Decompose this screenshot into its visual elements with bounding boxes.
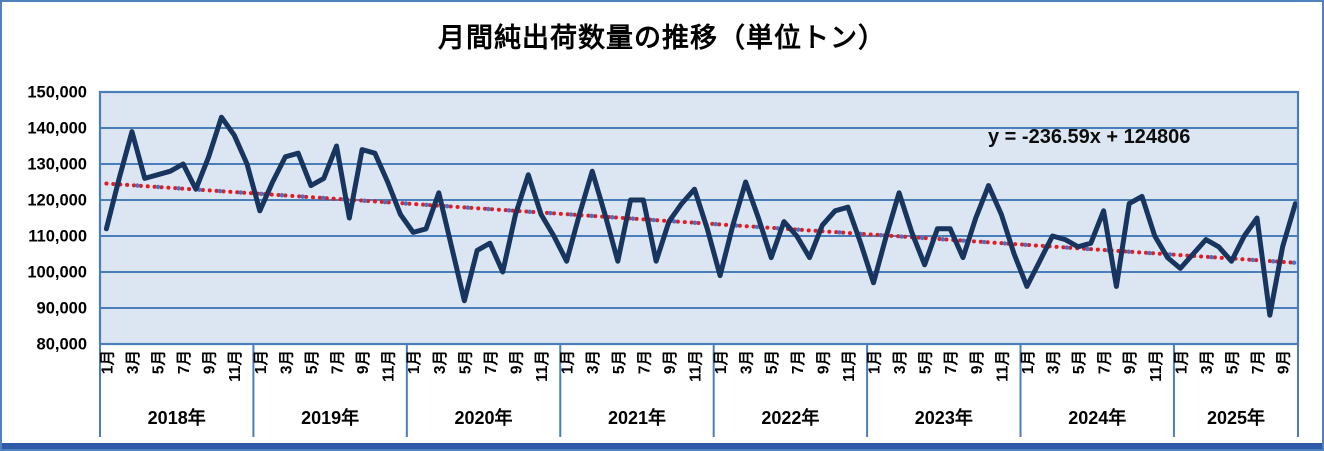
month-tick-label: 7月 bbox=[1249, 350, 1267, 374]
year-label: 2019年 bbox=[301, 407, 359, 428]
month-tick-label: 1月 bbox=[865, 350, 883, 374]
y-axis-tick-label: 120,000 bbox=[27, 192, 87, 210]
month-tick-label: 7月 bbox=[482, 350, 500, 374]
month-tick-label: 3月 bbox=[124, 350, 142, 374]
month-tick-label: 1月 bbox=[98, 350, 116, 374]
y-axis-tick-label: 80,000 bbox=[37, 336, 87, 354]
month-tick-label: 9月 bbox=[814, 350, 832, 374]
month-tick-label: 1月 bbox=[712, 350, 730, 374]
month-tick-label: 9月 bbox=[201, 350, 219, 374]
month-tick-label: 3月 bbox=[431, 350, 449, 374]
trendline-blue-dots bbox=[104, 181, 1298, 265]
trendline-equation: y = -236.59x + 124806 bbox=[988, 126, 1191, 148]
month-tick-label: 11月 bbox=[380, 350, 398, 382]
month-tick-label: 9月 bbox=[661, 350, 679, 374]
month-tick-label: 5月 bbox=[917, 350, 935, 374]
y-axis-tick-label: 100,000 bbox=[27, 264, 87, 282]
month-tick-label: 5月 bbox=[610, 350, 628, 374]
month-tick-label: 5月 bbox=[303, 350, 321, 374]
month-tick-label: 9月 bbox=[354, 350, 372, 374]
month-tick-label: 3月 bbox=[277, 350, 295, 374]
plot-border bbox=[98, 90, 1300, 346]
month-tick-label: 1月 bbox=[559, 350, 577, 374]
month-tick-label: 5月 bbox=[456, 350, 474, 374]
month-tick-label: 5月 bbox=[150, 350, 168, 374]
month-tick-label: 3月 bbox=[1044, 350, 1062, 374]
y-axis-tick-label: 130,000 bbox=[27, 156, 87, 174]
year-label: 2023年 bbox=[915, 407, 973, 428]
month-tick-label: 3月 bbox=[1198, 350, 1216, 374]
y-axis-tick-label: 140,000 bbox=[27, 120, 87, 138]
chart-title: 月間純出荷数量の推移（単位トン） bbox=[438, 23, 886, 53]
year-label: 2024年 bbox=[1068, 407, 1126, 428]
y-axis-tick-label: 110,000 bbox=[28, 228, 87, 246]
y-axis-tick-label: 150,000 bbox=[27, 84, 87, 102]
month-tick-label: 5月 bbox=[1070, 350, 1088, 374]
year-label: 2021年 bbox=[608, 407, 666, 428]
month-tick-label: 3月 bbox=[738, 350, 756, 374]
month-tick-label: 1月 bbox=[252, 350, 270, 374]
month-tick-label: 1月 bbox=[1019, 350, 1037, 374]
year-label: 2025年 bbox=[1207, 407, 1265, 428]
month-tick-label: 7月 bbox=[329, 350, 347, 374]
bottom-edge-bar bbox=[2, 443, 1322, 449]
month-tick-label: 9月 bbox=[508, 350, 526, 374]
month-tick-label: 1月 bbox=[405, 350, 423, 374]
month-tick-label: 11月 bbox=[1147, 350, 1165, 382]
y-axis-tick-label: 90,000 bbox=[37, 300, 87, 318]
year-label: 2020年 bbox=[455, 407, 513, 428]
month-tick-label: 9月 bbox=[968, 350, 986, 374]
year-label: 2018年 bbox=[148, 407, 206, 428]
year-label: 2022年 bbox=[761, 407, 819, 428]
month-tick-label: 9月 bbox=[1121, 350, 1139, 374]
month-tick-label: 5月 bbox=[763, 350, 781, 374]
month-tick-label: 7月 bbox=[175, 350, 193, 374]
month-tick-label: 3月 bbox=[891, 350, 909, 374]
month-tick-label: 1月 bbox=[1172, 350, 1190, 374]
data-series-line bbox=[103, 114, 1298, 318]
month-tick-label: 7月 bbox=[635, 350, 653, 374]
month-tick-label: 9月 bbox=[1275, 350, 1293, 374]
month-tick-label: 11月 bbox=[993, 350, 1011, 382]
month-tick-label: 7月 bbox=[789, 350, 807, 374]
month-tick-label: 3月 bbox=[584, 350, 602, 374]
month-tick-label: 11月 bbox=[533, 350, 551, 382]
month-tick-label: 5月 bbox=[1223, 350, 1241, 374]
month-tick-label: 7月 bbox=[1096, 350, 1114, 374]
month-tick-label: 7月 bbox=[942, 350, 960, 374]
month-tick-label: 11月 bbox=[226, 350, 244, 382]
month-tick-label: 11月 bbox=[840, 350, 858, 382]
month-tick-label: 11月 bbox=[687, 350, 705, 382]
